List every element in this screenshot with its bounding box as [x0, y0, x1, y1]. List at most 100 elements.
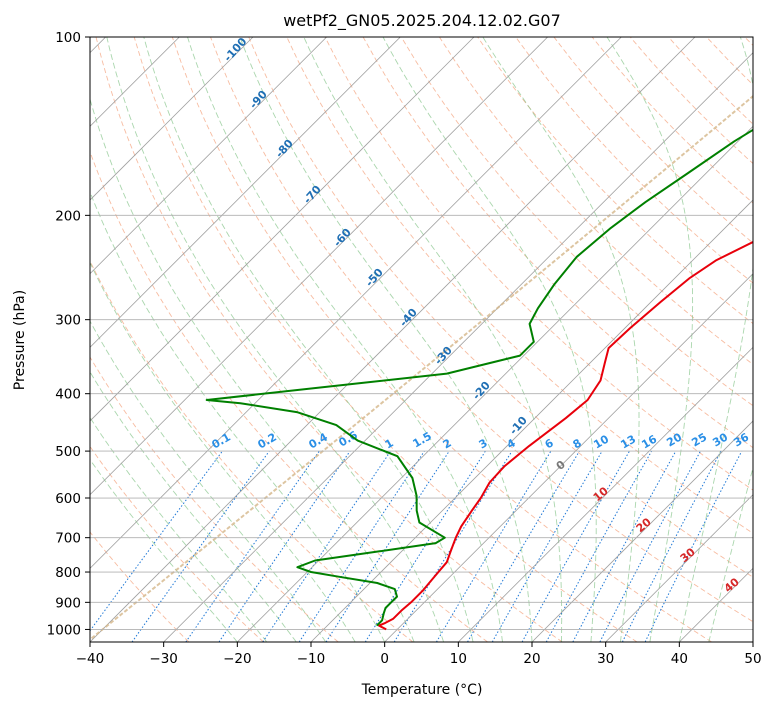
mixing-ratio-line	[393, 450, 513, 642]
dry-adiabat	[90, 356, 339, 642]
mixing-ratio-line	[545, 450, 653, 642]
isotherm	[384, 273, 753, 642]
dry-adiabat-label: 20	[634, 515, 654, 535]
mixing-ratio-line	[364, 450, 486, 642]
dry-adiabat	[210, 37, 753, 623]
mixing-ratio-line	[621, 450, 722, 642]
background-lines	[90, 37, 753, 642]
dry-adiabat-label: 30	[678, 545, 698, 565]
isotherm	[90, 37, 475, 422]
dry-adiabat	[324, 37, 753, 491]
isotherm	[605, 494, 753, 642]
y-tick-label: 400	[55, 387, 81, 403]
mixing-ratio-line	[218, 450, 351, 642]
moist-adiabat-label: -20	[470, 379, 493, 403]
isotherm	[237, 125, 753, 642]
x-tick-label: 30	[597, 651, 614, 667]
y-tick-label: 500	[55, 444, 81, 460]
mixing-ratio-label: 10	[591, 432, 611, 451]
y-tick-label: 100	[55, 30, 81, 46]
x-tick-label: 20	[523, 651, 540, 667]
mixing-ratio-line	[262, 450, 392, 642]
dry-adiabat	[90, 259, 414, 642]
mixing-ratio-label: 6	[543, 436, 556, 451]
mixing-ratio-line	[325, 450, 450, 642]
dry-adiabat	[90, 531, 190, 642]
chart-title: wetPf2_GN05.2025.204.12.02.G07	[283, 11, 561, 31]
isotherm	[752, 641, 753, 642]
moist-adiabat	[90, 97, 415, 642]
mixing-ratio-label: 13	[618, 433, 638, 452]
moist-adiabat-label: -90	[247, 88, 270, 112]
x-tick-label: −20	[223, 651, 252, 667]
dry-adiabat	[90, 150, 488, 642]
moist-adiabat-label: -70	[301, 183, 324, 207]
isotherm	[90, 37, 254, 201]
mixing-ratio-label: 3	[477, 436, 490, 451]
x-tick-label: 10	[450, 651, 467, 667]
mixing-ratio-line	[185, 450, 320, 642]
dry-adiabat	[362, 37, 753, 449]
y-tick-label: 600	[55, 491, 81, 507]
x-tick-label: −10	[297, 651, 326, 667]
moist-adiabat	[606, 37, 694, 642]
moist-adiabat	[90, 261, 356, 642]
mixing-ratio-line	[467, 450, 580, 642]
moist-adiabat-label: -40	[397, 306, 420, 330]
dry-adiabat	[248, 37, 753, 578]
moist-adiabat	[90, 320, 327, 642]
plot-frame	[89, 36, 754, 643]
y-tick-label: 1000	[47, 622, 81, 638]
dry-adiabat	[171, 37, 712, 642]
moist-adiabat	[482, 37, 640, 642]
axes: −40 −30 −20 −10 0 10 20 30 40 5010020030040050060…	[47, 30, 762, 667]
x-tick-label: 0	[380, 651, 389, 667]
moist-adiabat	[106, 37, 445, 642]
mixing-ratio-label: 4	[505, 436, 518, 451]
dry-adiabat	[133, 37, 638, 642]
moist-adiabat	[239, 37, 533, 642]
mixing-ratio-line	[599, 450, 701, 642]
dewpoint-line	[205, 128, 753, 627]
mixing-ratio-label: 2	[441, 436, 454, 451]
moist-adiabat	[678, 37, 753, 642]
moist-adiabat-label: -10	[507, 414, 530, 438]
y-tick-label: 800	[55, 565, 81, 581]
mixing-ratio-line	[521, 450, 630, 642]
temperature-line	[378, 240, 753, 631]
dry-adiabat	[515, 37, 753, 284]
mixing-ratio-label: 25	[689, 431, 709, 450]
x-tick-label: −40	[76, 651, 105, 667]
y-axis-label: Pressure (hPa)	[12, 290, 28, 390]
dry-adiabat	[95, 37, 563, 642]
moist-adiabat	[90, 371, 297, 642]
profile-lines	[205, 128, 753, 631]
mixing-ratio-label: 1.5	[411, 429, 434, 450]
dry-adiabat	[90, 445, 264, 642]
y-tick-label: 300	[55, 313, 81, 329]
x-tick-label: 50	[744, 651, 761, 667]
dry-adiabat	[400, 37, 753, 407]
moist-adiabat	[90, 190, 386, 642]
moist-adiabat	[303, 37, 563, 642]
mixing-ratio-label: 8	[571, 436, 584, 451]
isotherm	[163, 52, 753, 642]
x-axis-label: Temperature (°C)	[361, 682, 483, 698]
moist-adiabat	[187, 37, 503, 642]
mixing-ratio-line	[298, 450, 425, 642]
mixing-ratio-line	[90, 450, 223, 632]
dry-adiabat	[706, 37, 753, 86]
moist-adiabat	[382, 37, 597, 642]
isotherm	[90, 37, 696, 642]
mixing-ratio-label: 36	[731, 430, 751, 449]
isotherm	[531, 420, 753, 642]
isotherm	[90, 37, 548, 496]
mixing-ratio-label: 1	[383, 436, 396, 451]
y-tick-label: 700	[55, 531, 81, 547]
x-tick-label: 40	[671, 651, 688, 667]
moist-adiabat-label: -60	[331, 226, 354, 250]
mixing-ratio-line	[435, 450, 552, 642]
mixing-ratio-label: 16	[639, 432, 659, 451]
moist-adiabat-label: -50	[363, 266, 386, 290]
